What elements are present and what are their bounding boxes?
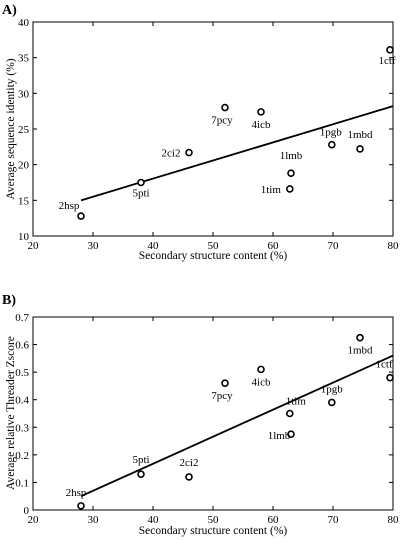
panel-b-point-label-1ctf: 1ctf — [375, 359, 392, 371]
panel-b-xtick-label: 20 — [28, 514, 40, 526]
panel-b-xtick-label: 40 — [148, 514, 160, 526]
panel-b-ylabel: Average relative Threader Zscore — [5, 336, 17, 490]
panel-a-point-1pgb — [327, 140, 336, 149]
panel-a-xtick-label: 20 — [28, 240, 40, 252]
panel-b-point-4icb — [257, 365, 265, 374]
panel-a-ytick-label: 30 — [18, 88, 30, 100]
panel-a-xtick-label: 50 — [208, 240, 220, 252]
panel-b-point-5pti — [137, 470, 145, 478]
panel-a-xtick-label: 40 — [148, 240, 160, 252]
panel-a-point-label-2ci2: 2ci2 — [162, 148, 181, 160]
panel-a-point-1ctf — [386, 46, 394, 54]
panel-a-point-label-1mbd: 1mbd — [347, 129, 373, 141]
panel-b-ytick-label: 0.5 — [15, 367, 29, 379]
panel-b-point-label-4icb: 4icb — [252, 376, 271, 388]
panel-b-ytick-label: 0 — [24, 505, 30, 517]
panel-a-point-2ci2 — [185, 148, 193, 157]
panel-a-xtick-label: 30 — [88, 240, 100, 252]
panel-b-point-2hsp — [77, 502, 85, 510]
panel-a-xtick-label: 60 — [268, 240, 280, 252]
panel-a-ytick-label: 25 — [18, 124, 30, 136]
panel-b-point-2ci2 — [185, 473, 193, 481]
panel-a-point-7pcy — [221, 103, 229, 112]
panel-b-point-label-1pgb: 1pgb — [321, 383, 344, 395]
panel-a-xlabel: Secondary structure content (%) — [139, 250, 288, 262]
panel-b-xtick-label: 70 — [328, 514, 340, 526]
panel-a-point-5pti — [137, 178, 145, 187]
panel-a-ytick-label: 35 — [18, 53, 30, 65]
panel-b-point-label-1tim: 1tim — [286, 396, 307, 408]
panel-a-ytick-label: 10 — [18, 231, 30, 243]
panel-b-ytick-label: 0.7 — [15, 312, 29, 324]
panel-a-xtick-label: 70 — [328, 240, 340, 252]
panel-a-point-label-4icb: 4icb — [252, 119, 271, 131]
panel-b-point-1ctf — [386, 373, 394, 382]
panel-a-point-label-1tim: 1tim — [261, 184, 282, 196]
panel-b-point-label-2ci2: 2ci2 — [180, 457, 199, 469]
panel-b-xtick-label: 50 — [208, 514, 220, 526]
panel-a-ylabel: Average sequence identity (%) — [5, 58, 17, 199]
panel-b-point-1lmb — [287, 430, 295, 438]
panel-a-point-label-1lmb: 1lmb — [280, 150, 303, 162]
panel-a-point-label-1ctf: 1ctf — [378, 55, 395, 67]
panel-b-xtick-label: 30 — [88, 514, 100, 526]
panel-b-fit-line-group — [80, 354, 394, 498]
panel-a-points: 2hsp 5pti 2ci2 7pcy 4icb 1tim 1lmb 1pgb 1mbd 1ctf — [59, 46, 396, 220]
panel-b-point-1mbd — [356, 333, 364, 342]
panel-b-xtick-label: 80 — [388, 514, 400, 526]
panel-b-point-label-2hsp: 2hsp — [66, 487, 87, 499]
panel-b: B) 20 30 40 50 60 70 8000.10.20.30.40.50.60.7 … — [2, 293, 399, 537]
panel-a-ticks: 20 30 40 50 60 70 80 10 15 20 25 30 35 40 — [18, 17, 399, 252]
panel-b-ytick-label: 0.4 — [15, 395, 29, 407]
panel-b-point-7pcy — [221, 379, 229, 387]
panel-b-point-label-5pti: 5pti — [132, 454, 149, 466]
panel-b-ticks: 20 30 40 50 60 70 80 0 0.1 0.2 0.3 0.4 0.5 0.6 0.7 — [15, 312, 399, 526]
panel-b-point-1pgb — [327, 398, 336, 407]
panel-a-point-label-1pgb: 1pgb — [320, 127, 343, 139]
panel-a-point-label-7pcy: 7pcy — [211, 115, 233, 127]
panel-a-point-label-5pti: 5pti — [132, 188, 149, 200]
panel-a-label: A) — [2, 3, 17, 18]
panel-a: A) 20 30 40 50 60 70 80 10 15 20 25 30 35 40 2hsp 5pti… — [2, 3, 399, 262]
panel-b-xlabel: Secondary structure content (%) — [139, 525, 288, 537]
panel-b-point-label-7pcy: 7pcy — [211, 390, 233, 402]
panel-b-fit-line — [80, 354, 394, 498]
panel-a-fit-line — [80, 105, 394, 202]
panel-a-point-1mbd — [356, 145, 364, 153]
panel-a-point-1lmb — [287, 169, 295, 178]
panel-a-ytick-label: 20 — [18, 160, 30, 172]
panel-b-point-label-1mbd: 1mbd — [347, 345, 373, 357]
panel-b-label: B) — [2, 293, 16, 308]
panel-a-point-4icb — [257, 108, 265, 116]
panel-a-xtick-label: 80 — [388, 240, 400, 252]
panel-a-point-2hsp — [77, 212, 85, 220]
panel-b-axes-box — [32, 316, 394, 511]
panel-b-ytick-label: 0.1 — [15, 477, 29, 489]
panel-a-ytick-label: 15 — [18, 195, 30, 207]
panel-b-xtick-label: 60 — [268, 514, 280, 526]
panel-a-point-1tim — [285, 185, 294, 193]
panel-a-point-label-2hsp: 2hsp — [59, 200, 80, 212]
panel-b-ytick-label: 0.6 — [15, 340, 29, 352]
panel-b-point-label-1lmb: 1lmb — [268, 430, 291, 442]
panel-b-point-1tim — [285, 409, 294, 418]
panel-a-fit-line-group — [80, 105, 394, 202]
panel-b-ytick-label: 0.3 — [15, 422, 29, 434]
panel-a-ytick-label: 40 — [18, 17, 30, 29]
panel-b-ytick-label: 0.2 — [15, 450, 29, 462]
